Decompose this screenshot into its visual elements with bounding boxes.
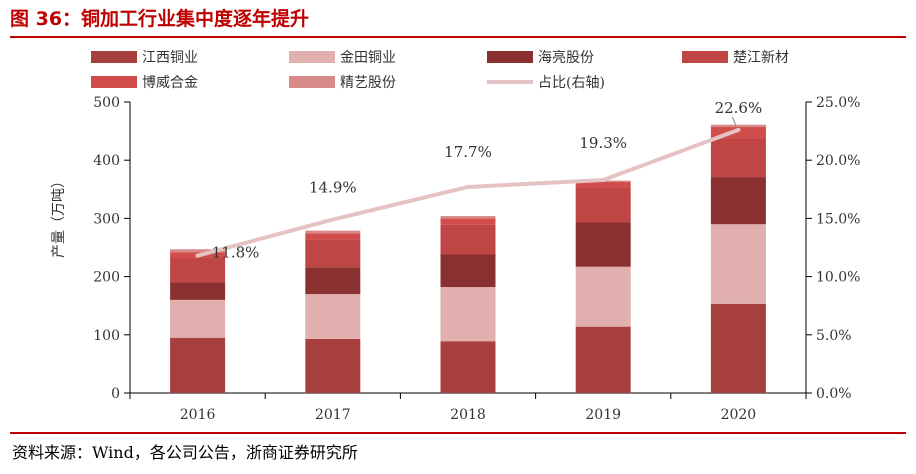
y-right-tick-label: 20.0% [816,153,860,169]
bar-segment-3 [440,224,496,255]
bar-segment-2 [305,267,361,295]
bar-segment-1 [710,224,766,304]
ratio-line: 11.8% 14.9% 17.7% 19.3% 22.6% [195,99,763,262]
legend-label-2: 海亮股份 [538,49,594,66]
legend-swatch-4 [91,76,137,88]
legend-label-0: 江西铜业 [142,50,198,66]
bar-segment-5 [305,230,361,234]
bar-segment-4 [710,127,766,139]
x-tick-label: 2017 [315,407,351,423]
footer-rule [10,432,906,434]
legend-swatch-5 [289,76,335,88]
y-left-tick-label: 0 [111,386,120,402]
ratio-label-leader [731,116,737,128]
legend-label-4: 博威合金 [142,74,198,91]
y-left-tick-label: 500 [93,95,120,111]
y-left-tick-label: 300 [93,211,120,227]
y-left-tick-label: 200 [93,270,120,286]
bar-segment-0 [170,337,226,393]
source-note: 资料来源：Wind，各公司公告，浙商证券研究所 [12,443,358,462]
y-right-tick-label: 5.0% [816,328,852,344]
x-tick-label: 2019 [585,407,621,423]
bar-segment-3 [710,138,766,178]
x-tick-label: 2018 [450,407,486,423]
title-rule [10,36,906,38]
bar-segment-0 [710,303,766,393]
chart: 江西铜业 金田铜业 海亮股份 楚江新材 博威合金 精艺股份 占比(右轴) 0 10… [51,49,860,423]
bar-segment-4 [305,233,361,240]
bar-segment-2 [170,282,226,300]
bar-segment-1 [440,287,496,342]
bar-segment-0 [575,326,631,393]
legend: 江西铜业 金田铜业 海亮股份 楚江新材 博威合金 精艺股份 占比(右轴) [91,49,789,91]
ratio-point [195,253,200,258]
y-left-tick-label: 400 [93,153,120,169]
axes: 0 100 200 300 400 500 0.0% 5.0% 10.0% 15.0% 20.0% 2… [93,95,860,423]
bars [170,124,766,393]
bar-segment-1 [575,266,631,327]
legend-swatch-1 [289,51,335,63]
bar-segment-2 [440,254,496,288]
x-tick-label: 2016 [180,407,216,423]
legend-label-3: 楚江新材 [733,50,789,66]
ratio-label: 19.3% [579,134,627,152]
legend-line-label: 占比(右轴) [538,75,605,91]
bar-segment-1 [305,294,361,339]
legend-label-5: 精艺股份 [340,75,396,91]
x-tick-label: 2020 [721,407,757,423]
ratio-label: 22.6% [715,99,763,117]
bar-segment-5 [170,249,226,253]
figure-title: 图 36：铜加工行业集中度逐年提升 [10,8,310,30]
bar-segment-0 [305,338,361,393]
bar-segment-1 [170,299,226,338]
bar-segment-3 [170,257,226,283]
y-right-tick-label: 0.0% [816,386,852,402]
ratio-label: 14.9% [309,179,357,197]
ratio-point [466,184,470,189]
y-right-tick-label: 10.0% [816,270,860,286]
ratio-point [330,217,335,222]
bar-segment-5 [440,216,496,219]
bar-segment-4 [440,218,496,225]
ratio-label: 11.8% [212,244,260,262]
ratio-point [736,127,741,132]
bar-segment-0 [440,341,496,393]
y-right-tick-label: 15.0% [816,211,860,227]
y-left-tick-label: 100 [93,328,120,344]
bar-segment-4 [575,181,631,188]
bar-segment-5 [710,124,766,128]
ratio-label: 17.7% [444,143,492,161]
legend-swatch-3 [682,51,728,63]
bar-segment-2 [710,177,766,225]
bar-segment-3 [305,239,361,268]
bar-segment-3 [575,187,631,223]
legend-label-1: 金田铜业 [340,50,396,66]
ratio-point [601,177,606,182]
legend-swatch-2 [487,51,533,63]
bar-segment-2 [575,222,631,267]
y-right-tick-label: 25.0% [816,95,860,111]
legend-swatch-0 [91,51,137,63]
y-left-label: 产量（万吨） [51,174,67,258]
